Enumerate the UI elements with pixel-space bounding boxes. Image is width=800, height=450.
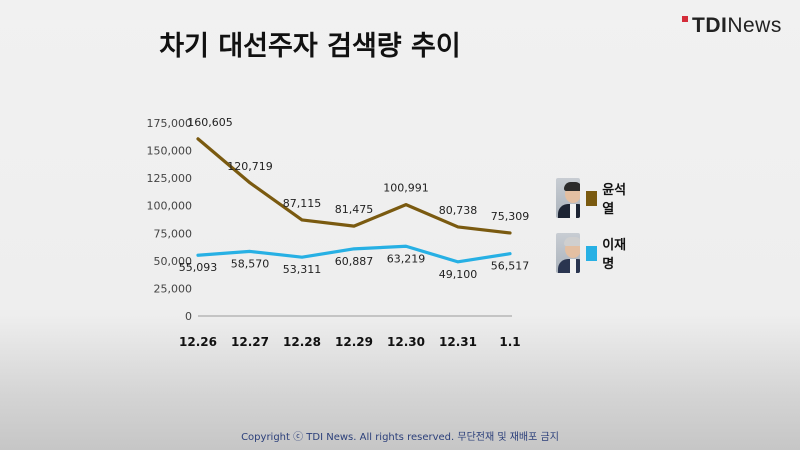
brand-mark-icon	[682, 16, 690, 36]
y-tick-label: 125,000	[147, 172, 193, 185]
person-photo-icon	[556, 233, 581, 273]
legend-item-yoon: 윤석열	[556, 178, 628, 218]
x-tick-label: 1.1	[499, 335, 520, 349]
legend-swatch	[586, 190, 598, 206]
y-tick-label: 175,000	[147, 117, 193, 130]
y-tick-label: 0	[185, 310, 192, 323]
y-tick-label: 150,000	[147, 145, 193, 158]
data-label: 55,093	[179, 261, 218, 274]
data-label: 58,570	[231, 257, 270, 270]
data-label: 87,115	[283, 197, 322, 210]
legend-item-lee: 이재명	[556, 233, 628, 273]
series-line-1	[196, 137, 512, 235]
x-tick-label: 12.28	[283, 335, 321, 349]
x-tick-label: 12.31	[439, 335, 477, 349]
data-label: 49,100	[439, 268, 478, 281]
x-tick-label: 12.29	[335, 335, 373, 349]
brand-name: TDINews	[692, 14, 782, 38]
data-label: 160,605	[187, 116, 233, 129]
y-tick-label: 100,000	[147, 200, 193, 213]
y-tick-label: 75,000	[154, 227, 193, 240]
y-tick-label: 50,000	[154, 255, 193, 268]
legend-swatch	[586, 245, 598, 261]
brand-prefix: TDI	[692, 14, 728, 37]
legend-label: 이재명	[602, 238, 627, 272]
chart-title: 차기 대선주자 검색량 추이	[159, 31, 461, 62]
legend-label: 윤석열	[602, 183, 627, 217]
data-label: 80,738	[439, 204, 478, 217]
copyright-footer: Copyright ⓒ TDI News. All rights reserve…	[241, 432, 559, 443]
brand-logo: TDINews	[682, 14, 782, 38]
data-label: 53,311	[283, 263, 322, 276]
x-tick-label: 12.30	[387, 335, 425, 349]
data-label: 120,719	[227, 160, 273, 173]
data-label: 75,309	[491, 210, 530, 223]
data-label: 60,887	[335, 255, 374, 268]
data-label: 56,517	[491, 260, 530, 273]
data-label: 81,475	[335, 203, 374, 216]
y-tick-label: 25,000	[154, 282, 193, 295]
data-label: 100,991	[383, 182, 429, 195]
person-photo-icon	[556, 178, 581, 218]
brand-suffix: News	[727, 14, 782, 37]
data-label: 63,219	[387, 252, 426, 265]
x-tick-label: 12.26	[179, 335, 217, 349]
x-tick-label: 12.27	[231, 335, 269, 349]
